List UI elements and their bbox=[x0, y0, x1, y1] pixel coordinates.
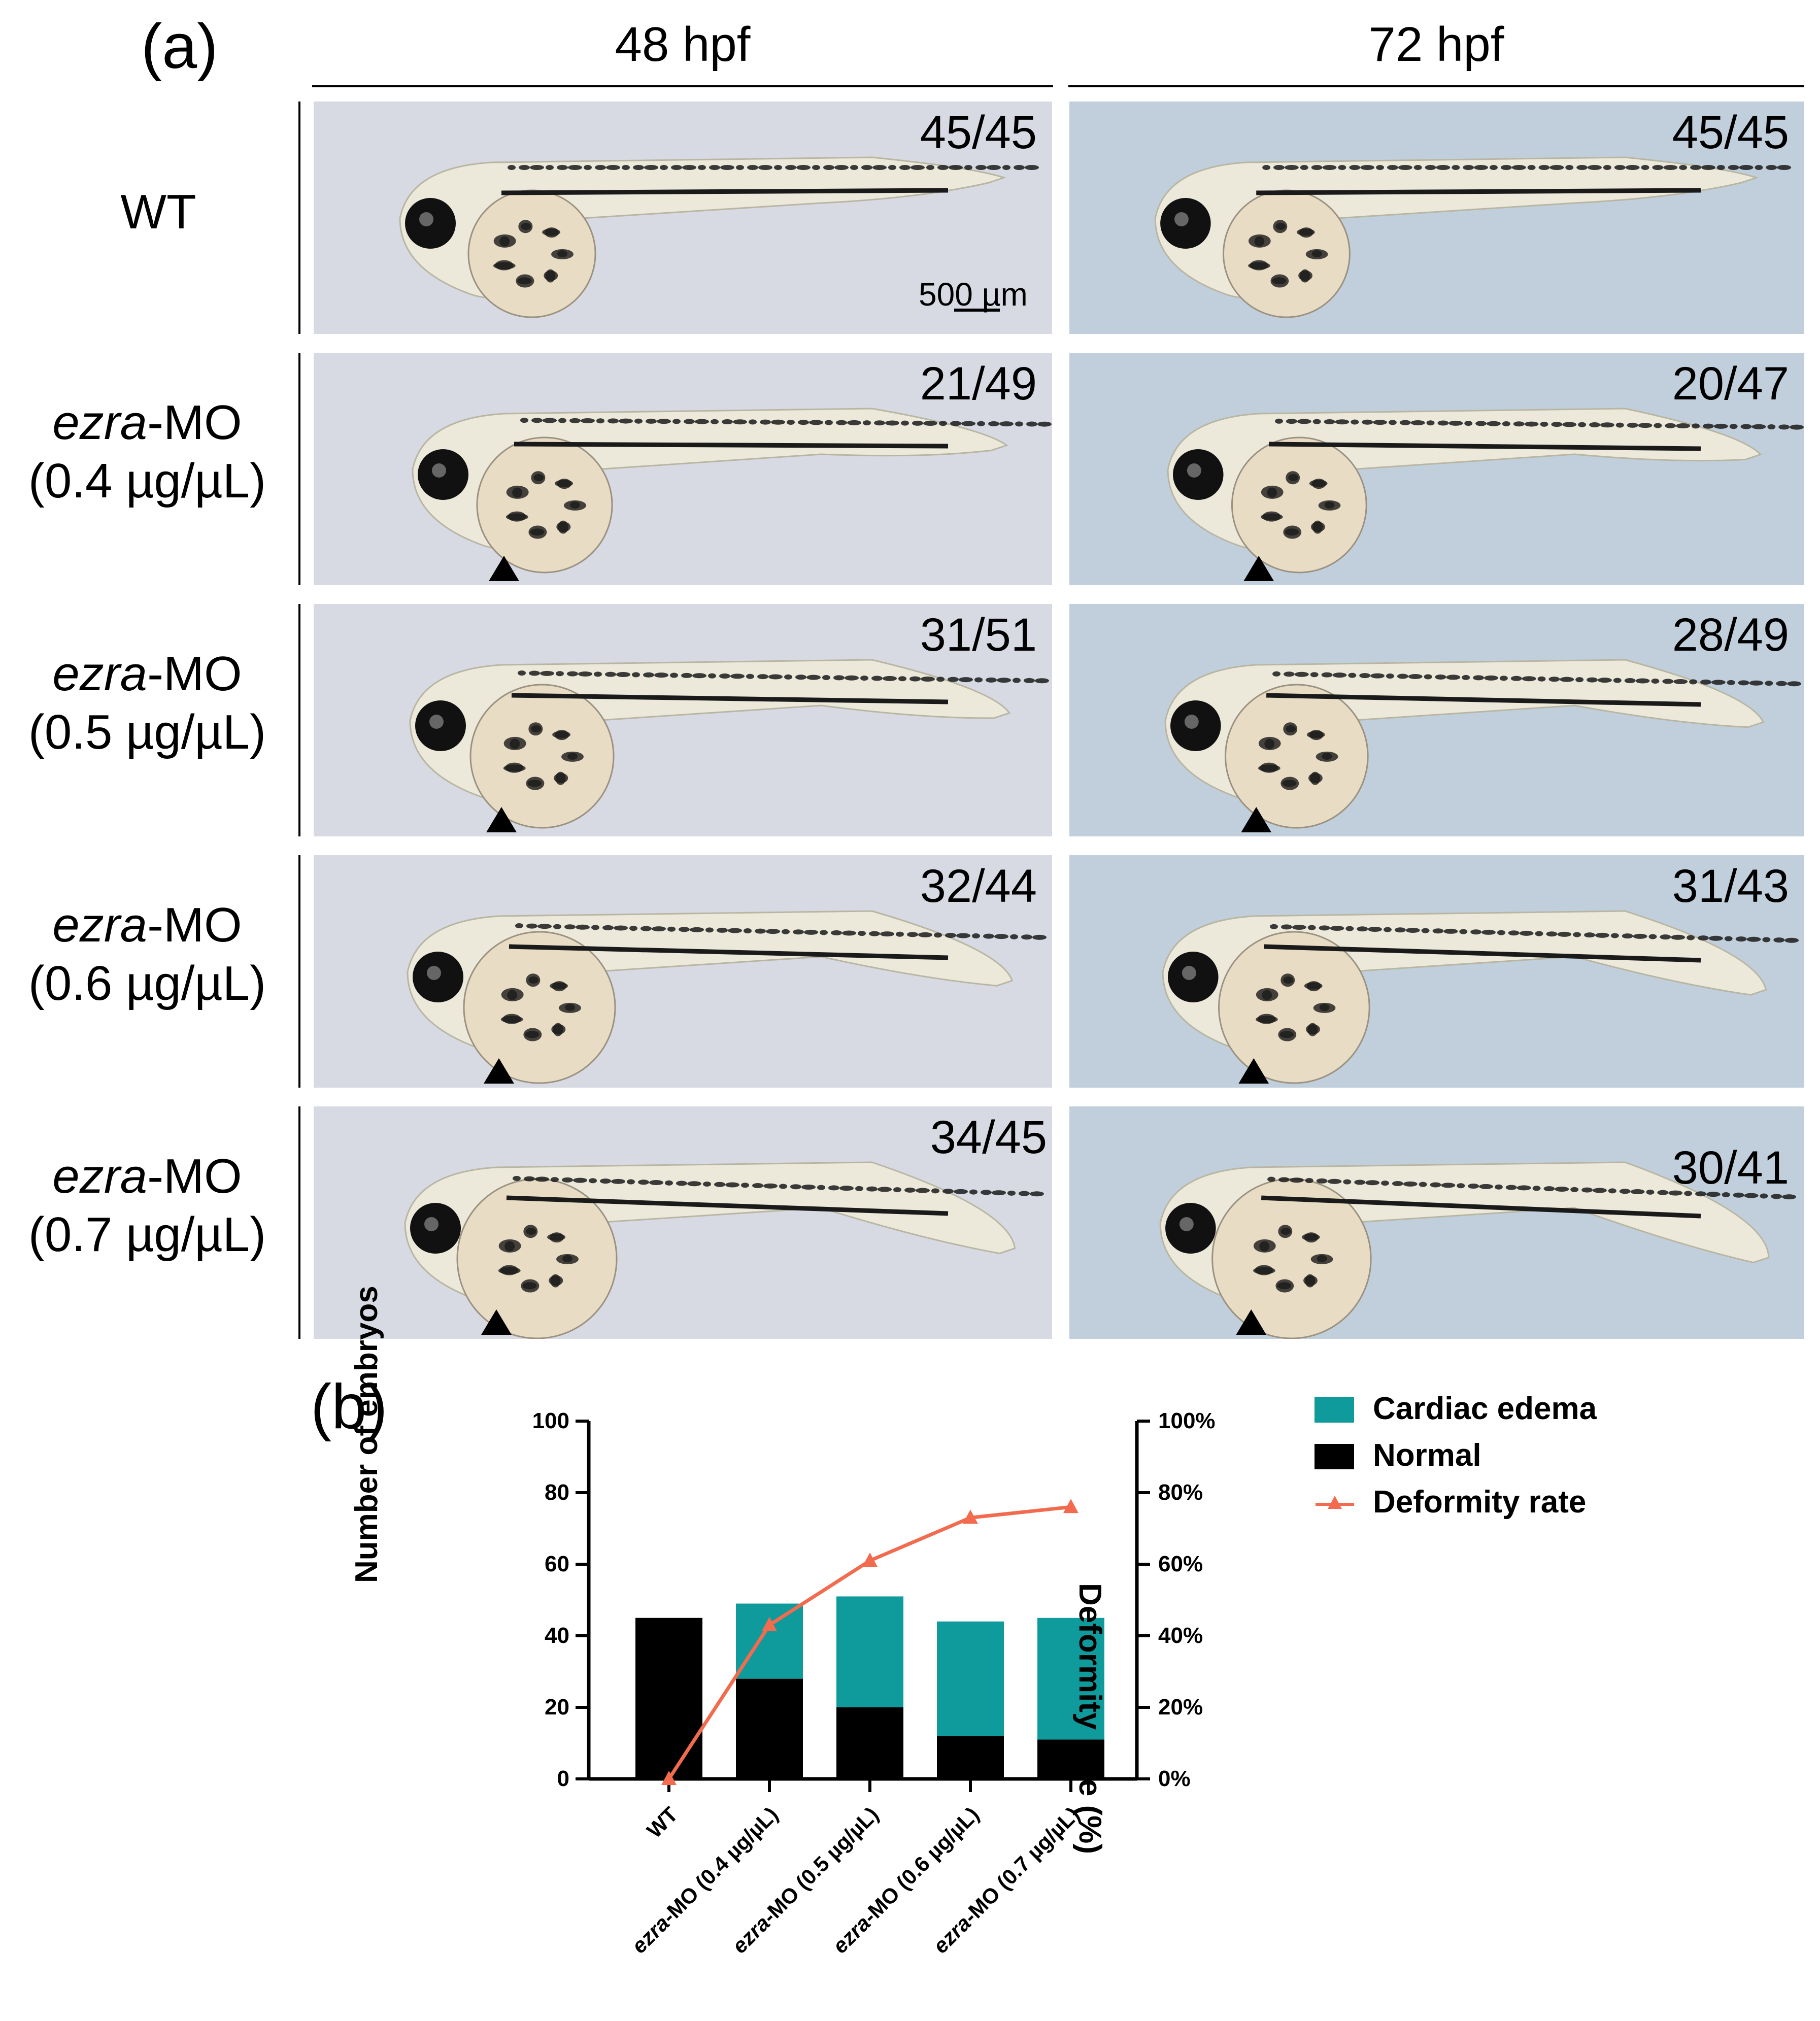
y-tick-label-left: 80 bbox=[545, 1480, 569, 1505]
column-header-72hpf: 72 hpf bbox=[1368, 17, 1504, 72]
row-bracket bbox=[298, 1106, 300, 1339]
row-label-suffix: -MO bbox=[147, 1149, 242, 1203]
y-tick-label-right: 80% bbox=[1158, 1480, 1203, 1505]
deformity-rate-point bbox=[963, 1509, 978, 1524]
row-label-gene: ezra bbox=[52, 647, 148, 701]
bar-normal bbox=[937, 1736, 1004, 1779]
row-label-gene: ezra bbox=[52, 898, 148, 952]
bar-normal bbox=[736, 1678, 803, 1779]
row-bracket bbox=[298, 102, 300, 334]
row-label-dose: (0.5 µg/µL) bbox=[28, 705, 266, 760]
embryo-count: 45/45 bbox=[1672, 107, 1789, 158]
row-label-dose: (0.4 µg/µL) bbox=[28, 454, 266, 509]
embryo-photo bbox=[1069, 855, 1804, 1088]
bar-normal bbox=[1037, 1739, 1104, 1779]
embryo-count: 21/49 bbox=[920, 358, 1037, 410]
embryo-photo bbox=[314, 102, 1052, 334]
legend-swatch-normal bbox=[1315, 1444, 1354, 1469]
deformity-rate-point bbox=[762, 1616, 777, 1631]
row-label: ezra-MO (0.6 µg/µL) bbox=[0, 896, 294, 1013]
y-tick-label-left: 0 bbox=[557, 1766, 569, 1791]
embryo-count: 30/41 bbox=[1672, 1142, 1789, 1194]
bar-normal bbox=[836, 1707, 903, 1779]
y-tick-label-left: 100 bbox=[532, 1408, 569, 1433]
row-label-dose: (0.7 µg/µL) bbox=[28, 1207, 266, 1262]
row-label-suffix: -MO bbox=[147, 395, 242, 450]
y-tick-label-right: 100% bbox=[1158, 1408, 1216, 1433]
row-label: ezra-MO (0.4 µg/µL) bbox=[0, 393, 294, 510]
row-label: ezra-MO (0.5 µg/µL) bbox=[0, 645, 294, 761]
row-label-text: WT bbox=[120, 185, 196, 239]
legend-marker-deformity-rate bbox=[1316, 1496, 1354, 1509]
y-tick-label-left: 40 bbox=[545, 1623, 569, 1648]
panel-b-label: (b) bbox=[311, 1372, 388, 1442]
scale-bar-label: 500 µm bbox=[919, 276, 1028, 313]
bar-cardiac-edema bbox=[937, 1621, 1004, 1736]
row-bracket bbox=[298, 855, 300, 1088]
y-tick-label-right: 40% bbox=[1158, 1623, 1203, 1648]
embryo-count: 31/51 bbox=[920, 609, 1037, 661]
row-label-suffix: -MO bbox=[147, 898, 242, 952]
y-tick-label-right: 20% bbox=[1158, 1695, 1203, 1720]
embryo-photo bbox=[1069, 102, 1804, 334]
embryo-photo bbox=[314, 855, 1052, 1088]
row-label-suffix: -MO bbox=[147, 647, 242, 701]
embryo-count: 45/45 bbox=[920, 107, 1037, 158]
legend-label-cardiac-edema: Cardiac edema bbox=[1373, 1391, 1597, 1426]
y-tick-label-left: 60 bbox=[545, 1552, 569, 1576]
embryo-count: 28/49 bbox=[1672, 609, 1789, 661]
embryo-photo bbox=[314, 604, 1052, 836]
bar-cardiac-edema bbox=[1037, 1618, 1104, 1740]
embryo-photo bbox=[314, 353, 1052, 585]
embryo-photo bbox=[1069, 604, 1804, 836]
y-tick-label-left: 20 bbox=[545, 1695, 569, 1720]
y-tick-label-right: 0% bbox=[1158, 1766, 1191, 1791]
deformity-rate-point bbox=[661, 1771, 677, 1785]
row-bracket bbox=[298, 353, 300, 585]
deformity-chart bbox=[576, 1420, 1150, 1792]
bar-cardiac-edema bbox=[736, 1603, 803, 1679]
row-bracket bbox=[298, 604, 300, 836]
column-rule-72hpf bbox=[1068, 85, 1804, 87]
deformity-rate-point bbox=[862, 1552, 878, 1567]
embryo-count: 34/45 bbox=[930, 1111, 1047, 1163]
row-label-dose: (0.6 µg/µL) bbox=[28, 956, 266, 1011]
bar-normal bbox=[635, 1618, 702, 1779]
column-header-48hpf: 48 hpf bbox=[615, 17, 751, 72]
y-axis-title-left: Number of embryos bbox=[349, 1286, 385, 1583]
scale-bar bbox=[954, 309, 1000, 312]
legend-swatch-cardiac-edema bbox=[1315, 1397, 1354, 1423]
row-label-gene: ezra bbox=[52, 1149, 148, 1203]
legend-label-normal: Normal bbox=[1373, 1438, 1481, 1473]
embryo-photo bbox=[1069, 1106, 1804, 1339]
deformity-rate-point bbox=[1063, 1499, 1078, 1513]
embryo-count: 31/43 bbox=[1672, 860, 1789, 912]
embryo-count: 20/47 bbox=[1672, 358, 1789, 410]
row-label: WT bbox=[11, 183, 306, 241]
y-tick-label-right: 60% bbox=[1158, 1552, 1203, 1576]
embryo-photo bbox=[1069, 353, 1804, 585]
row-label: ezra-MO (0.7 µg/µL) bbox=[0, 1147, 294, 1264]
bar-cardiac-edema bbox=[836, 1596, 903, 1707]
embryo-count: 32/44 bbox=[920, 860, 1037, 912]
embryo-photo bbox=[314, 1106, 1052, 1339]
legend-label-deformity-rate: Deformity rate bbox=[1373, 1485, 1587, 1520]
panel-a-label: (a) bbox=[141, 12, 218, 82]
column-rule-48hpf bbox=[312, 85, 1053, 87]
row-label-gene: ezra bbox=[52, 395, 148, 450]
